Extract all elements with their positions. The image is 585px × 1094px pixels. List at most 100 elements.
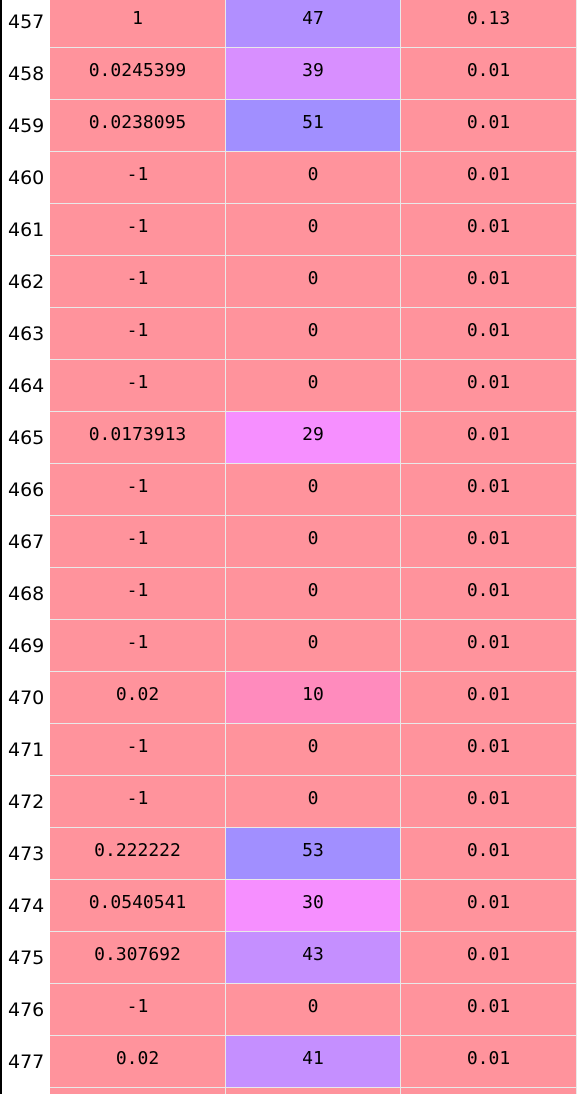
table-row: 458 0.0245399 39 0.01 — [0, 48, 585, 100]
cell-col-2[interactable]: 0 — [226, 568, 401, 620]
row-number: 474 — [2, 880, 50, 932]
row-number: 473 — [2, 828, 50, 880]
cell-col-3[interactable]: 0.01 — [401, 360, 577, 412]
cell-col-3[interactable]: 0.01 — [401, 516, 577, 568]
cell-col-2[interactable]: 0 — [226, 204, 401, 256]
table-row: 460 -1 0 0.01 — [0, 152, 585, 204]
cell-col-2[interactable]: 30 — [226, 880, 401, 932]
cell-col-2[interactable]: 0 — [226, 620, 401, 672]
row-number: 459 — [2, 100, 50, 152]
cell-partial — [226, 1088, 401, 1094]
cell-col-1[interactable]: 0.307692 — [50, 932, 226, 984]
cell-col-1[interactable]: -1 — [50, 308, 226, 360]
cell-col-1[interactable]: -1 — [50, 204, 226, 256]
row-number: 462 — [2, 256, 50, 308]
cell-col-2[interactable]: 0 — [226, 152, 401, 204]
cell-col-3[interactable]: 0.01 — [401, 464, 577, 516]
cell-col-3[interactable]: 0.01 — [401, 880, 577, 932]
cell-col-3[interactable]: 0.01 — [401, 48, 577, 100]
table-row: 464 -1 0 0.01 — [0, 360, 585, 412]
row-number: 457 — [2, 0, 50, 48]
row-number: 461 — [2, 204, 50, 256]
cell-col-1[interactable]: 0.0245399 — [50, 48, 226, 100]
cell-col-1[interactable]: 0.222222 — [50, 828, 226, 880]
row-number: 475 — [2, 932, 50, 984]
cell-col-1[interactable]: -1 — [50, 568, 226, 620]
table-row: 467 -1 0 0.01 — [0, 516, 585, 568]
cell-col-2[interactable]: 0 — [226, 516, 401, 568]
cell-col-3[interactable]: 0.01 — [401, 776, 577, 828]
cell-col-1[interactable]: -1 — [50, 776, 226, 828]
cell-col-2[interactable]: 39 — [226, 48, 401, 100]
cell-col-2[interactable]: 41 — [226, 1036, 401, 1088]
row-number: 468 — [2, 568, 50, 620]
cell-col-1[interactable]: -1 — [50, 984, 226, 1036]
row-number: 465 — [2, 412, 50, 464]
row-number: 458 — [2, 48, 50, 100]
cell-col-1[interactable]: 0.0238095 — [50, 100, 226, 152]
cell-col-2[interactable]: 0 — [226, 360, 401, 412]
cell-col-1[interactable]: 0.02 — [50, 1036, 226, 1088]
cell-col-3[interactable]: 0.01 — [401, 620, 577, 672]
row-number: 464 — [2, 360, 50, 412]
row-number: 469 — [2, 620, 50, 672]
cell-col-2[interactable]: 0 — [226, 984, 401, 1036]
cell-col-2[interactable]: 51 — [226, 100, 401, 152]
cell-col-3[interactable]: 0.13 — [401, 0, 577, 48]
table-row: 466 -1 0 0.01 — [0, 464, 585, 516]
cell-col-1[interactable]: -1 — [50, 256, 226, 308]
cell-col-2[interactable]: 0 — [226, 464, 401, 516]
row-number: 471 — [2, 724, 50, 776]
cell-col-3[interactable]: 0.01 — [401, 724, 577, 776]
cell-col-1[interactable]: 0.0173913 — [50, 412, 226, 464]
table-row: 470 0.02 10 0.01 — [0, 672, 585, 724]
table-row: 474 0.0540541 30 0.01 — [0, 880, 585, 932]
cell-col-3[interactable]: 0.01 — [401, 984, 577, 1036]
cell-col-2[interactable]: 29 — [226, 412, 401, 464]
row-number: 470 — [2, 672, 50, 724]
row-number: 477 — [2, 1036, 50, 1088]
table-row-partial — [0, 1088, 585, 1094]
table-row: 468 -1 0 0.01 — [0, 568, 585, 620]
cell-col-1[interactable]: 0.02 — [50, 672, 226, 724]
cell-col-3[interactable]: 0.01 — [401, 152, 577, 204]
cell-col-3[interactable]: 0.01 — [401, 100, 577, 152]
table-row: 457 1 47 0.13 — [0, 0, 585, 48]
cell-col-2[interactable]: 53 — [226, 828, 401, 880]
cell-col-2[interactable]: 43 — [226, 932, 401, 984]
cell-col-1[interactable]: 1 — [50, 0, 226, 48]
cell-col-2[interactable]: 0 — [226, 776, 401, 828]
cell-col-3[interactable]: 0.01 — [401, 1036, 577, 1088]
cell-col-2[interactable]: 0 — [226, 308, 401, 360]
table-left-border — [0, 0, 2, 1094]
cell-col-1[interactable]: -1 — [50, 724, 226, 776]
cell-col-2[interactable]: 0 — [226, 724, 401, 776]
table-row: 471 -1 0 0.01 — [0, 724, 585, 776]
cell-col-3[interactable]: 0.01 — [401, 932, 577, 984]
cell-col-1[interactable]: -1 — [50, 360, 226, 412]
cell-col-3[interactable]: 0.01 — [401, 568, 577, 620]
cell-col-3[interactable]: 0.01 — [401, 412, 577, 464]
row-number: 463 — [2, 308, 50, 360]
cell-partial — [401, 1088, 577, 1094]
cell-col-1[interactable]: -1 — [50, 464, 226, 516]
cell-col-3[interactable]: 0.01 — [401, 256, 577, 308]
table-row: 476 -1 0 0.01 — [0, 984, 585, 1036]
cell-col-3[interactable]: 0.01 — [401, 828, 577, 880]
row-number: 472 — [2, 776, 50, 828]
table-row: 459 0.0238095 51 0.01 — [0, 100, 585, 152]
cell-col-1[interactable]: -1 — [50, 620, 226, 672]
table-right-margin — [577, 0, 585, 1094]
cell-col-2[interactable]: 0 — [226, 256, 401, 308]
cell-col-2[interactable]: 47 — [226, 0, 401, 48]
cell-col-3[interactable]: 0.01 — [401, 308, 577, 360]
row-number-partial — [2, 1088, 50, 1094]
table-row: 475 0.307692 43 0.01 — [0, 932, 585, 984]
row-number: 466 — [2, 464, 50, 516]
cell-col-1[interactable]: -1 — [50, 516, 226, 568]
cell-col-1[interactable]: -1 — [50, 152, 226, 204]
cell-col-2[interactable]: 10 — [226, 672, 401, 724]
cell-col-3[interactable]: 0.01 — [401, 204, 577, 256]
cell-col-1[interactable]: 0.0540541 — [50, 880, 226, 932]
cell-col-3[interactable]: 0.01 — [401, 672, 577, 724]
